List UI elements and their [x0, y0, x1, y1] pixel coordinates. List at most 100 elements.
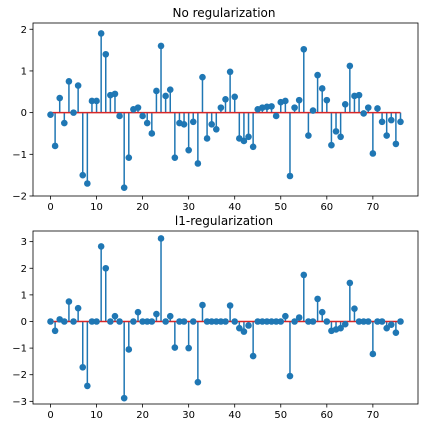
y-tick-label: −3 [12, 397, 27, 408]
stem-marker [286, 372, 294, 380]
stem-marker [116, 318, 123, 325]
plot-frame [32, 230, 419, 405]
stem-marker [162, 92, 169, 100]
stem-marker [282, 97, 289, 105]
stem-marker [318, 308, 326, 316]
stem-marker [259, 318, 266, 325]
stem-marker [203, 318, 211, 325]
y-tick-label: 2 [21, 264, 27, 275]
stem-marker [378, 118, 386, 126]
stem-marker [125, 346, 133, 353]
stem-marker [305, 318, 312, 325]
stem-marker [74, 304, 82, 312]
stem-marker [47, 111, 54, 119]
stem-marker [180, 120, 188, 128]
stem-marker [61, 119, 68, 127]
x-tick-label: 40 [228, 202, 241, 213]
stem-marker [199, 73, 206, 81]
stem-marker [88, 97, 96, 105]
x-tick-label: 0 [47, 410, 53, 421]
stem-marker [254, 318, 262, 325]
stem-marker [61, 318, 68, 325]
stem-marker [79, 363, 87, 371]
stem-marker [130, 318, 137, 325]
stem-marker [268, 318, 275, 325]
stem-marker [120, 394, 128, 402]
stem-marker [328, 141, 335, 149]
stem-marker [341, 100, 349, 108]
stem-marker [337, 324, 344, 332]
y-tick-label: 0 [21, 317, 27, 328]
stem-marker [346, 62, 354, 70]
stem-marker [134, 308, 142, 316]
stem-marker [65, 78, 73, 85]
stem-marker [102, 50, 110, 58]
stem-marker [217, 318, 225, 325]
stem-marker [180, 318, 188, 325]
stem-marker [272, 318, 280, 325]
stem-marker [97, 30, 105, 37]
stem-marker [387, 116, 395, 124]
stem-marker [116, 112, 123, 120]
x-tick-label: 60 [320, 202, 333, 213]
stem-marker [56, 94, 64, 102]
x-tick-label: 60 [320, 410, 333, 421]
x-tick-label: 0 [47, 202, 53, 213]
stem-marker [107, 318, 114, 325]
stem-marker [194, 160, 202, 167]
stem-marker [93, 318, 100, 325]
stem-marker [263, 318, 271, 325]
stem-marker [97, 243, 105, 250]
stem-marker [383, 324, 390, 332]
stem-marker [51, 142, 59, 150]
y-tick-label: −1 [12, 150, 27, 161]
stem-marker [212, 126, 220, 133]
stem-marker [79, 171, 87, 179]
stem-marker [139, 112, 146, 120]
stem-marker [226, 302, 234, 309]
stem-marker [351, 305, 358, 313]
panel-l1-regularization: l1-regularization 0 10 20 30 40 50 60 70 −3 −2 −1 0… [12, 214, 419, 421]
y-tick-label: 3 [21, 237, 27, 248]
stem-marker [222, 95, 229, 103]
x-tick-label: 50 [274, 410, 287, 421]
stem-marker [222, 318, 229, 325]
stem-marker [125, 154, 133, 161]
stem-marker [314, 71, 321, 79]
stem-marker [166, 312, 174, 320]
stem-marker [309, 318, 317, 325]
x-tick-label: 10 [90, 202, 103, 213]
stem-marker [295, 314, 303, 321]
stem-marker [111, 312, 119, 320]
stem-marker [70, 109, 77, 116]
stem-marker [148, 130, 156, 137]
x-tick-label: 20 [136, 202, 149, 213]
stem-marker [189, 118, 197, 126]
stem-marker [268, 103, 275, 110]
stem-marker [277, 318, 285, 325]
stem-marker [208, 318, 215, 325]
stem-marker [341, 320, 349, 328]
stem-marker [153, 310, 160, 318]
stem-marker [157, 42, 165, 50]
stem-marker [309, 107, 317, 114]
stem-marker [217, 104, 225, 111]
stem-marker [305, 132, 312, 139]
stem-marker [364, 318, 372, 325]
stem-marker [212, 318, 220, 325]
x-tick-label: 70 [367, 202, 380, 213]
stem-marker [148, 318, 156, 325]
stem-marker [323, 96, 331, 104]
stem-marker [236, 324, 243, 332]
stem-marker [249, 352, 257, 360]
stem-marker [231, 93, 239, 101]
stem-marker [47, 318, 54, 325]
stem-marker [300, 271, 308, 279]
stem-marker [84, 180, 91, 187]
y-tick-label: 1 [21, 290, 27, 301]
stem-marker [162, 318, 169, 325]
stem-marker [378, 318, 386, 325]
stem-marker [143, 318, 151, 325]
stem-marker [383, 132, 390, 139]
x-tick-label: 10 [90, 410, 103, 421]
